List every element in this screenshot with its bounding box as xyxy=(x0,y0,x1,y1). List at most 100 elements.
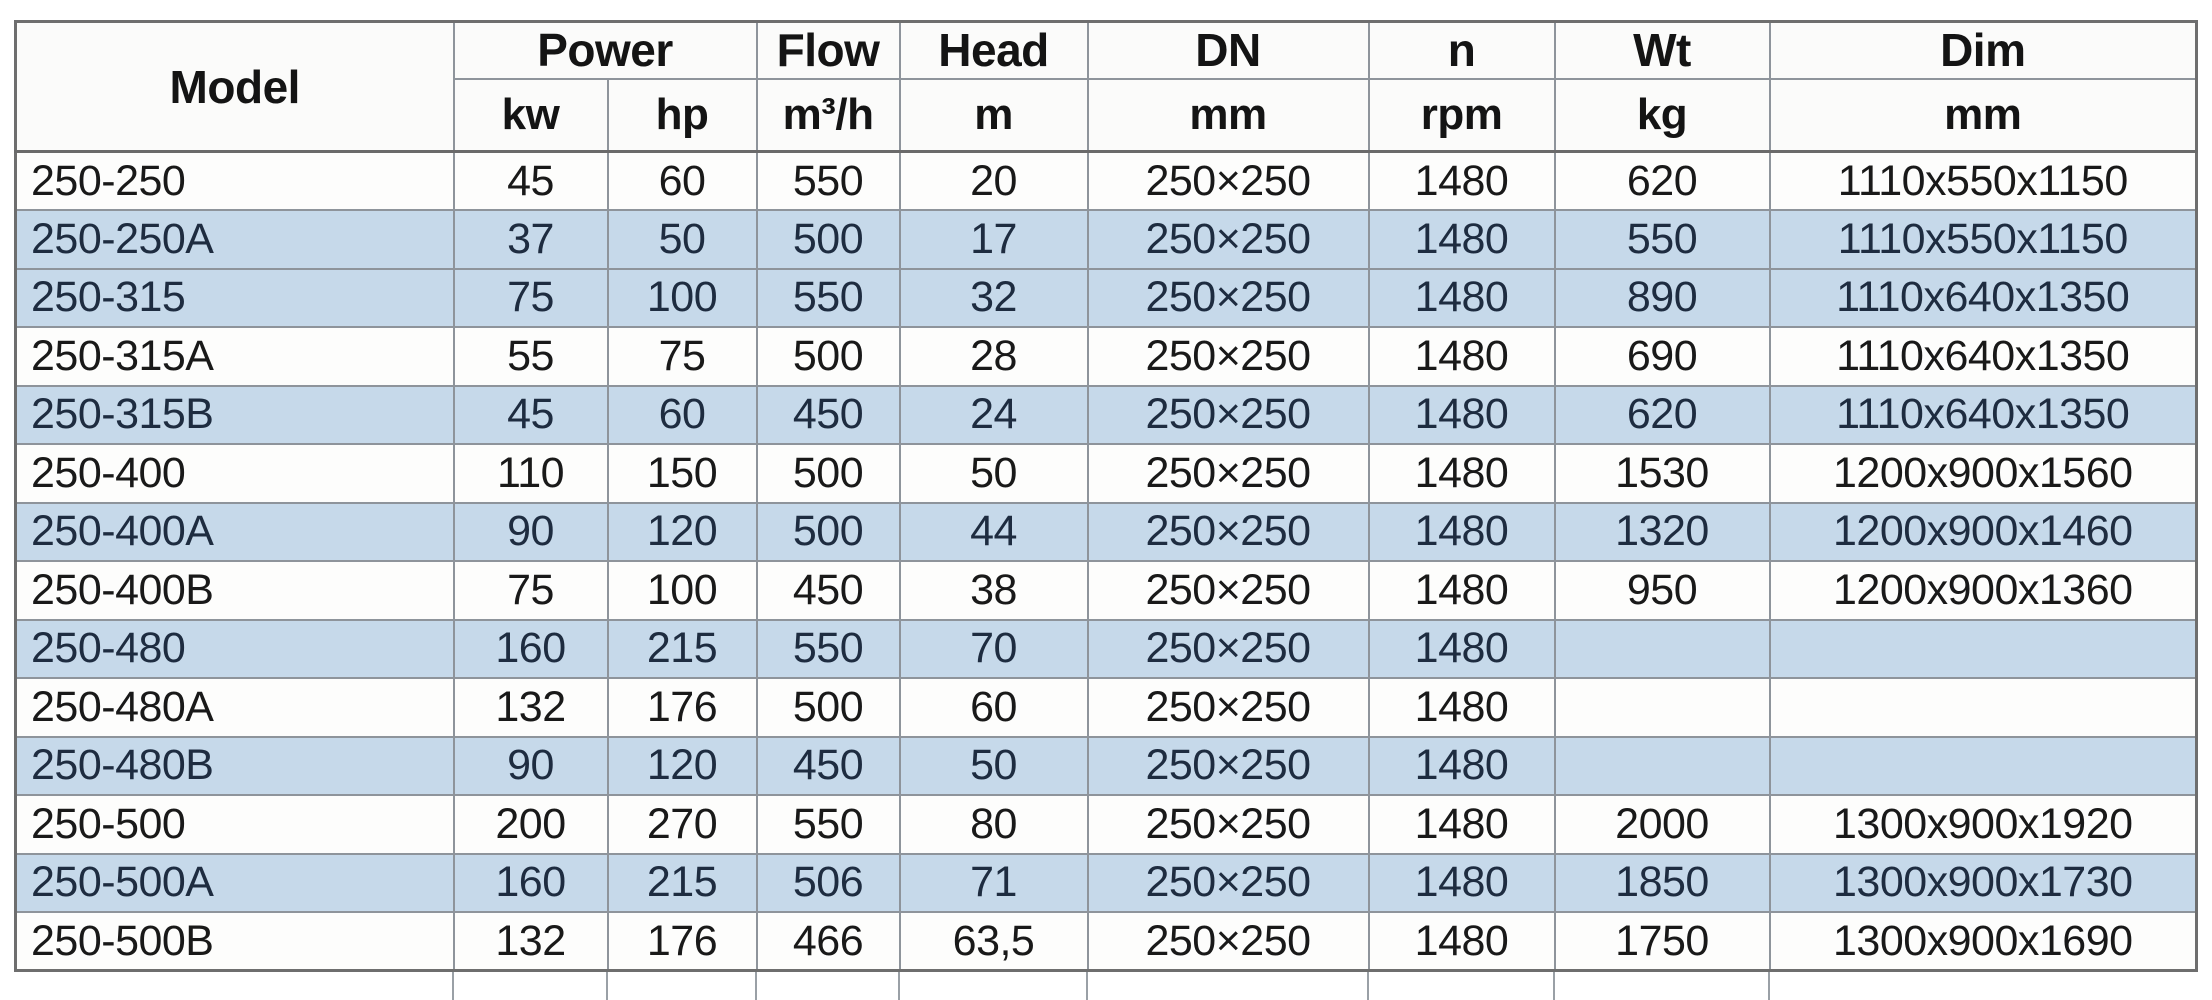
cell-dim: 1300x900x1690 xyxy=(1768,911,2198,972)
cell-kw: 110 xyxy=(452,443,609,504)
cell-n: 1480 xyxy=(1367,384,1556,445)
table-row: 250-500 200 270 550 80 250×250 1480 2000 1300x90… xyxy=(14,794,2198,855)
pump-spec-table: Model Power Flow Head DN n Wt Dim kw hp … xyxy=(14,20,2199,972)
cell-dn: 250×250 xyxy=(1086,443,1370,504)
cell-dn: 250×250 xyxy=(1086,501,1370,562)
table-row: 250-250 45 60 550 20 250×250 1480 620 1110x550x1… xyxy=(14,150,2198,211)
header-n: n xyxy=(1367,20,1556,80)
cell-model: 250-500B xyxy=(14,911,455,972)
cell-head: 20 xyxy=(898,150,1089,211)
cell-dn: 250×250 xyxy=(1086,209,1370,270)
table-row: 250-400B 75 100 450 38 250×250 1480 950 1200x900… xyxy=(14,560,2198,621)
cell-dim: 1200x900x1560 xyxy=(1768,443,2198,504)
header-unit-flow: m³/h xyxy=(755,77,901,153)
cell-dn: 250×250 xyxy=(1086,384,1370,445)
cell-model: 250-480A xyxy=(14,677,455,738)
cell-model: 250-315A xyxy=(14,326,455,387)
header-unit-dim: mm xyxy=(1768,77,2198,153)
cell-hp: 100 xyxy=(606,560,758,621)
cropped-gridline-stub xyxy=(1367,950,1369,1000)
cell-dim: 1110x550x1150 xyxy=(1768,209,2198,270)
cell-wt: 550 xyxy=(1553,209,1771,270)
table-body: 250-250 45 60 550 20 250×250 1480 620 1110x550x1… xyxy=(14,150,2198,972)
cropped-gridline-stub xyxy=(1553,950,1555,1000)
header-row-units: kw hp m³/h m mm rpm kg mm xyxy=(16,77,2198,153)
table-row: 250-400A 90 120 500 44 250×250 1480 1320 1200x90… xyxy=(14,501,2198,562)
header-flow: Flow xyxy=(755,20,901,80)
cell-n: 1480 xyxy=(1367,267,1556,328)
cell-dim xyxy=(1768,735,2198,796)
cell-wt xyxy=(1553,735,1771,796)
cell-flow: 506 xyxy=(755,852,901,913)
cell-head: 32 xyxy=(898,267,1089,328)
cell-hp: 60 xyxy=(606,384,758,445)
cell-n: 1480 xyxy=(1367,209,1556,270)
cell-flow: 550 xyxy=(755,618,901,679)
cell-n: 1480 xyxy=(1367,911,1556,972)
pump-spec-table-container: Model Power Flow Head DN n Wt Dim kw hp … xyxy=(14,20,2199,972)
cell-flow: 550 xyxy=(755,150,901,211)
cell-hp: 75 xyxy=(606,326,758,387)
cell-head: 28 xyxy=(898,326,1089,387)
header-unit-head: m xyxy=(898,77,1089,153)
cropped-gridline-stub xyxy=(898,950,900,1000)
cell-wt: 620 xyxy=(1553,384,1771,445)
cell-model: 250-480B xyxy=(14,735,455,796)
cell-hp: 60 xyxy=(606,150,758,211)
cropped-gridline-stub xyxy=(1086,950,1088,1000)
cell-model: 250-500 xyxy=(14,794,455,855)
cell-wt: 2000 xyxy=(1553,794,1771,855)
cell-model: 250-500A xyxy=(14,852,455,913)
cell-head: 63,5 xyxy=(898,911,1089,972)
cell-dn: 250×250 xyxy=(1086,150,1370,211)
header-unit-wt: kg xyxy=(1553,77,1771,153)
cell-kw: 75 xyxy=(452,267,609,328)
table-row: 250-315B 45 60 450 24 250×250 1480 620 1110x640x… xyxy=(14,384,2198,445)
cell-dn: 250×250 xyxy=(1086,677,1370,738)
header-power: Power xyxy=(452,20,758,80)
cell-kw: 160 xyxy=(452,618,609,679)
cell-model: 250-315 xyxy=(14,267,455,328)
cell-hp: 120 xyxy=(606,501,758,562)
cell-dn: 250×250 xyxy=(1086,560,1370,621)
table-row: 250-480A 132 176 500 60 250×250 1480 xyxy=(14,677,2198,738)
cell-model: 250-250A xyxy=(14,209,455,270)
cell-n: 1480 xyxy=(1367,150,1556,211)
cell-kw: 90 xyxy=(452,501,609,562)
cell-hp: 50 xyxy=(606,209,758,270)
cell-hp: 100 xyxy=(606,267,758,328)
cell-head: 44 xyxy=(898,501,1089,562)
cell-head: 17 xyxy=(898,209,1089,270)
cell-hp: 120 xyxy=(606,735,758,796)
cell-wt: 1320 xyxy=(1553,501,1771,562)
cell-flow: 450 xyxy=(755,560,901,621)
cell-kw: 45 xyxy=(452,384,609,445)
cell-flow: 466 xyxy=(755,911,901,972)
header-unit-dn: mm xyxy=(1086,77,1370,153)
cell-wt: 690 xyxy=(1553,326,1771,387)
cell-flow: 500 xyxy=(755,209,901,270)
table-row: 250-315 75 100 550 32 250×250 1480 890 1110x640x… xyxy=(14,267,2198,328)
header-model: Model xyxy=(14,20,455,153)
cell-head: 71 xyxy=(898,852,1089,913)
cell-dim: 1300x900x1730 xyxy=(1768,852,2198,913)
cell-kw: 90 xyxy=(452,735,609,796)
cell-dn: 250×250 xyxy=(1086,911,1370,972)
cell-flow: 500 xyxy=(755,326,901,387)
cell-wt: 1750 xyxy=(1553,911,1771,972)
cropped-gridline-stub xyxy=(1768,950,1770,1000)
cell-wt: 890 xyxy=(1553,267,1771,328)
cell-dim xyxy=(1768,618,2198,679)
cell-head: 24 xyxy=(898,384,1089,445)
cell-n: 1480 xyxy=(1367,560,1556,621)
header-wt: Wt xyxy=(1553,20,1771,80)
cell-wt: 1530 xyxy=(1553,443,1771,504)
header-unit-hp: hp xyxy=(606,77,758,153)
cell-head: 38 xyxy=(898,560,1089,621)
cell-head: 50 xyxy=(898,443,1089,504)
cell-flow: 500 xyxy=(755,501,901,562)
cell-dim: 1110x640x1350 xyxy=(1768,384,2198,445)
cell-hp: 150 xyxy=(606,443,758,504)
cell-kw: 75 xyxy=(452,560,609,621)
cell-flow: 500 xyxy=(755,443,901,504)
